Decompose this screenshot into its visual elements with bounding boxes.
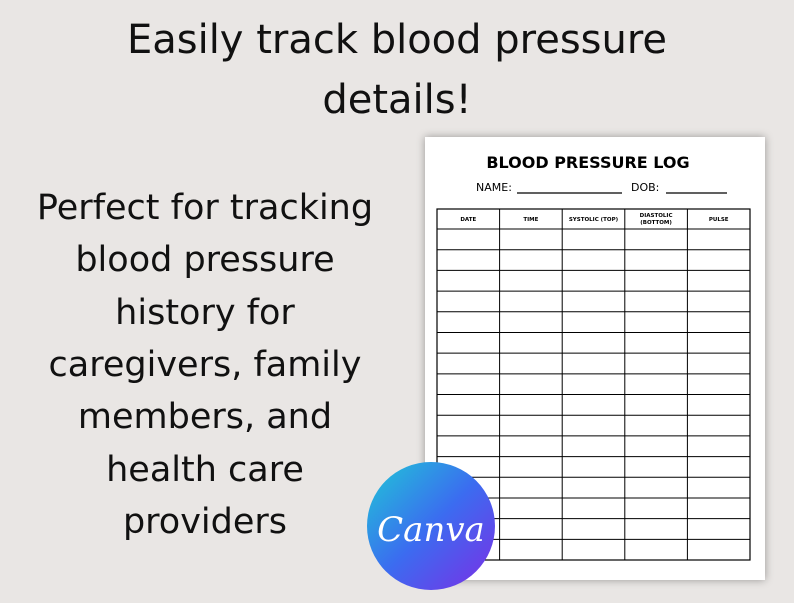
- dob-label: DOB:: [631, 181, 659, 194]
- description-line: health care: [106, 449, 304, 490]
- column-header: DIASTOLIC (BOTTOM): [640, 213, 673, 226]
- badge-label: Canva: [377, 510, 485, 550]
- table-frame: [436, 208, 751, 561]
- headline: Easily track blood pressure: [126, 17, 668, 63]
- badge-circle: [367, 462, 495, 590]
- description-line: blood pressure: [75, 240, 335, 281]
- name-label: NAME:: [476, 181, 512, 194]
- column-header: SYSTOLIC (TOP): [569, 217, 619, 223]
- column-header: TIME: [523, 217, 538, 223]
- canva-badge: Canva: [367, 462, 495, 590]
- description-line: caregivers, family: [48, 344, 362, 385]
- description-line: providers: [122, 501, 288, 542]
- column-header: DATE: [460, 217, 476, 223]
- headline: details!: [322, 77, 472, 123]
- description-line: members, and: [77, 397, 333, 438]
- sheet-title: BLOOD PRESSURE LOG: [486, 153, 689, 172]
- column-header: PULSE: [709, 217, 729, 223]
- description-line: history for: [115, 292, 295, 333]
- description-line: Perfect for tracking: [36, 188, 374, 228]
